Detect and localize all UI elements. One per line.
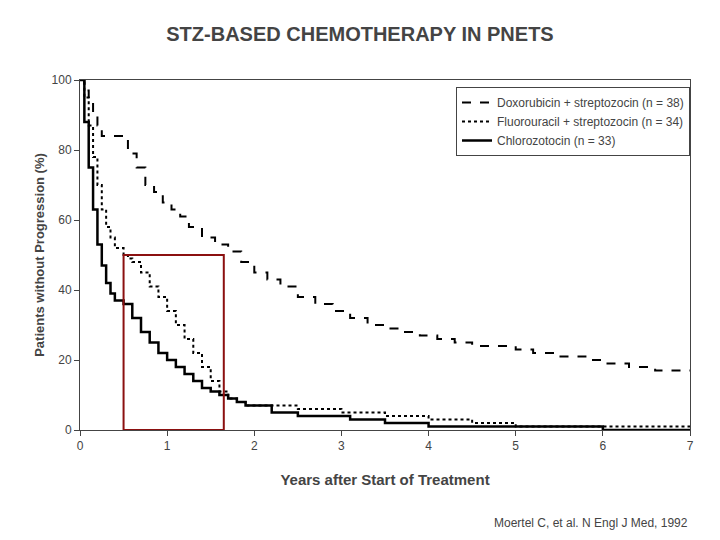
svg-text:0: 0: [77, 439, 84, 453]
svg-text:1: 1: [164, 439, 171, 453]
svg-text:2: 2: [251, 439, 258, 453]
svg-text:3: 3: [338, 439, 345, 453]
svg-text:40: 40: [58, 283, 72, 297]
svg-text:STZ-BASED CHEMOTHERAPY IN PNET: STZ-BASED CHEMOTHERAPY IN PNETS: [166, 23, 553, 45]
svg-text:Doxorubicin + streptozocin (n: Doxorubicin + streptozocin (n = 38): [497, 96, 684, 110]
svg-text:60: 60: [58, 213, 72, 227]
svg-text:Patients without Progression (: Patients without Progression (%): [32, 153, 47, 357]
svg-text:7: 7: [687, 439, 694, 453]
svg-text:Moertel C, et al. N Engl J Med: Moertel C, et al. N Engl J Med, 1992: [494, 516, 688, 530]
svg-text:80: 80: [58, 143, 72, 157]
svg-text:5: 5: [512, 439, 519, 453]
svg-text:20: 20: [58, 353, 72, 367]
svg-text:Chlorozotocin (n = 33): Chlorozotocin (n = 33): [497, 134, 615, 148]
svg-text:6: 6: [600, 439, 607, 453]
svg-text:0: 0: [65, 423, 72, 437]
svg-text:Fluorouracil + streptozocin (n: Fluorouracil + streptozocin (n = 34): [497, 115, 683, 129]
svg-text:100: 100: [52, 73, 72, 87]
svg-text:4: 4: [425, 439, 432, 453]
svg-text:Years after Start of Treatment: Years after Start of Treatment: [280, 471, 489, 488]
